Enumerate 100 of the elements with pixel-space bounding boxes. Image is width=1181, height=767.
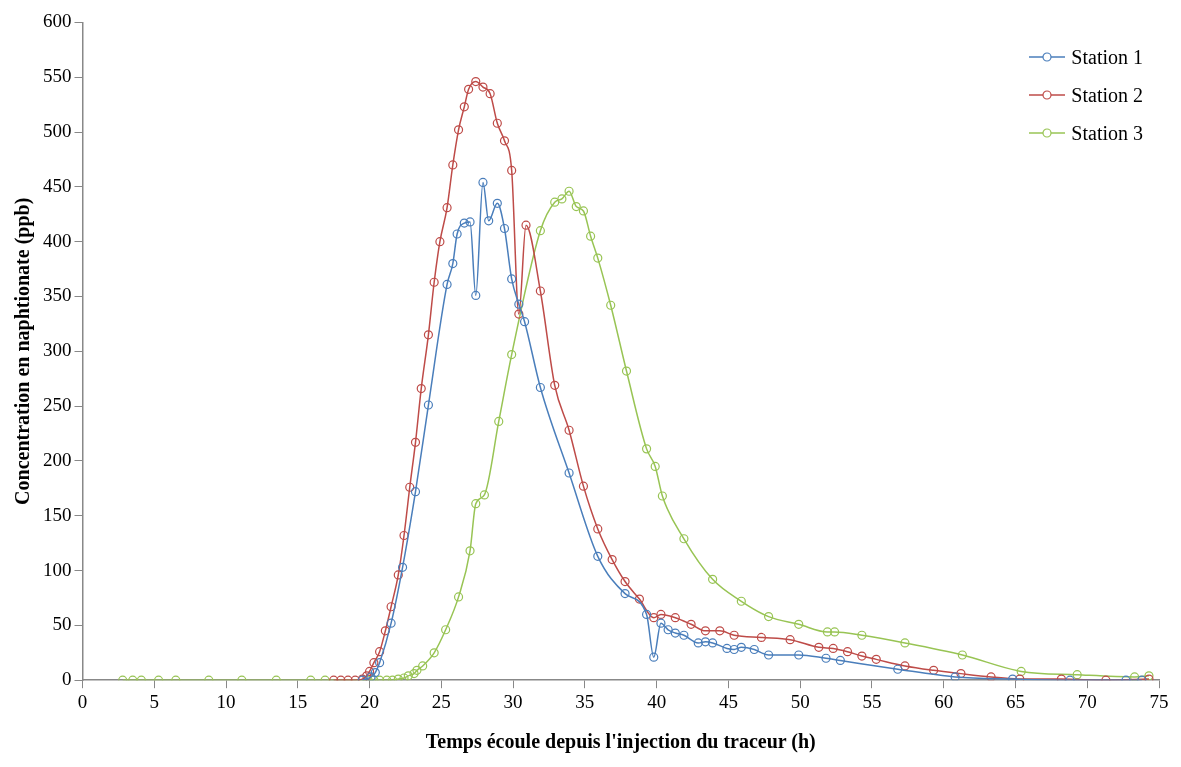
- point: [442, 279, 452, 290]
- y-axis-title: Concentration en naphtionate (ppb): [11, 197, 35, 505]
- point: [471, 290, 481, 300]
- point: [763, 612, 774, 622]
- point: [535, 382, 545, 393]
- point: [722, 643, 732, 654]
- x-tick-label: 5: [149, 690, 160, 712]
- point: [448, 258, 458, 269]
- x-tick-label: 20: [360, 690, 380, 712]
- point: [412, 665, 422, 675]
- x-tick-label: 60: [934, 690, 954, 712]
- y-tick-label: 150: [43, 503, 72, 525]
- point: [1130, 672, 1140, 681]
- point: [564, 468, 574, 478]
- point: [693, 638, 703, 648]
- point: [950, 672, 960, 681]
- point: [641, 609, 652, 620]
- x-tick-label: 65: [1005, 690, 1025, 712]
- point: [423, 400, 434, 410]
- point: [492, 198, 502, 208]
- point: [514, 299, 524, 309]
- point: [399, 673, 409, 681]
- point: [1072, 670, 1082, 680]
- point: [679, 534, 689, 544]
- point: [478, 177, 488, 188]
- y-tick-label: 350: [43, 284, 72, 306]
- x-tick-label: 10: [216, 690, 236, 712]
- y-tick-label: 550: [43, 65, 72, 87]
- x-axis-title: Temps écoule depuis l'injection du traceur (h): [425, 730, 816, 754]
- point: [535, 226, 545, 236]
- point: [586, 231, 596, 241]
- point: [657, 491, 667, 501]
- point: [403, 671, 413, 681]
- y-tick-label: 200: [43, 448, 72, 470]
- point: [465, 546, 475, 556]
- point: [571, 201, 581, 212]
- y-tick-label: 600: [43, 10, 72, 32]
- point: [1016, 666, 1026, 677]
- point: [606, 300, 616, 310]
- point: [507, 274, 517, 284]
- point: [649, 652, 659, 662]
- point: [453, 592, 464, 602]
- point: [429, 648, 439, 658]
- point: [593, 253, 603, 263]
- point: [794, 650, 804, 660]
- point: [736, 596, 746, 606]
- legend-label: Station 3: [1071, 121, 1143, 146]
- point: [656, 618, 666, 628]
- x-tick-label: 15: [288, 690, 308, 712]
- point: [893, 664, 903, 674]
- point: [452, 229, 462, 239]
- point: [441, 625, 451, 635]
- x-tick-label: 35: [575, 690, 595, 712]
- point: [857, 630, 867, 640]
- point: [386, 618, 396, 628]
- point: [708, 574, 718, 584]
- point: [700, 637, 711, 647]
- point: [650, 461, 660, 472]
- point: [557, 194, 567, 204]
- point: [465, 217, 475, 227]
- x-tick-label: 50: [790, 690, 810, 712]
- point: [736, 642, 746, 652]
- point: [409, 669, 419, 679]
- point: [370, 667, 380, 678]
- point: [830, 627, 840, 637]
- point: [729, 644, 739, 655]
- x-tick-label: 25: [431, 690, 451, 712]
- point: [550, 197, 560, 207]
- point: [641, 444, 652, 454]
- point: [564, 186, 574, 196]
- x-tick-label: 45: [718, 690, 738, 712]
- x-tick-label: 70: [1077, 690, 1097, 712]
- point: [821, 653, 831, 663]
- legend-label: Station 2: [1071, 83, 1143, 108]
- point: [507, 349, 517, 360]
- point: [484, 216, 494, 226]
- point: [670, 628, 680, 638]
- y-tick-label: 50: [52, 613, 72, 635]
- point: [900, 638, 910, 648]
- point: [822, 627, 833, 637]
- point: [459, 218, 469, 228]
- y-tick-label: 250: [43, 394, 72, 416]
- y-tick-label: 400: [43, 229, 72, 251]
- point: [479, 490, 489, 500]
- point: [494, 416, 504, 427]
- y-tick-label: 450: [43, 174, 72, 196]
- point: [593, 551, 603, 561]
- point: [621, 366, 632, 376]
- point: [835, 655, 845, 666]
- point: [708, 638, 718, 648]
- x-tick-label: 30: [503, 690, 523, 712]
- legend-label: Station 1: [1071, 45, 1143, 70]
- y-tick-label: 500: [43, 120, 72, 142]
- point: [794, 619, 804, 629]
- point: [749, 644, 759, 655]
- point: [410, 487, 421, 497]
- point: [578, 206, 589, 216]
- point: [679, 630, 689, 640]
- point: [499, 223, 510, 234]
- y-tick-label: 0: [62, 668, 72, 690]
